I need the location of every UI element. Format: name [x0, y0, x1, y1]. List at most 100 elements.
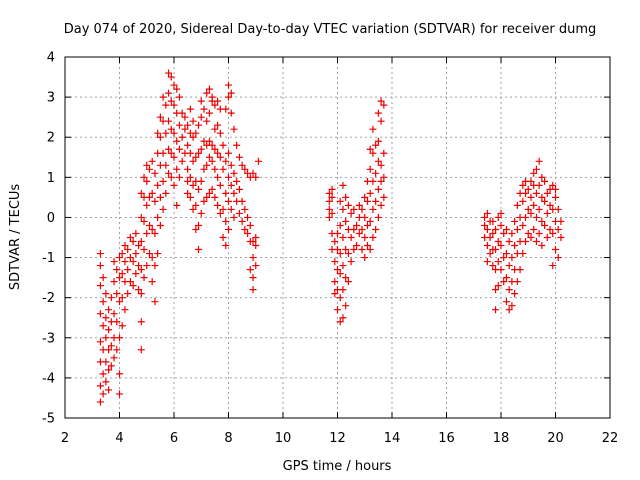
- data-point: [173, 201, 181, 209]
- data-point: [489, 229, 497, 237]
- y-tick-label: -4: [42, 371, 55, 386]
- data-point: [344, 278, 352, 286]
- y-tick-label: -2: [42, 291, 55, 306]
- data-point: [181, 125, 189, 133]
- data-point: [175, 173, 183, 181]
- data-point: [374, 213, 382, 221]
- data-point: [541, 197, 549, 205]
- data-point: [546, 225, 554, 233]
- data-point: [107, 342, 115, 350]
- data-point: [374, 185, 382, 193]
- data-point: [99, 298, 107, 306]
- data-point: [205, 85, 213, 93]
- data-point: [113, 266, 121, 274]
- data-point: [124, 290, 132, 298]
- data-point: [336, 294, 344, 302]
- data-point: [192, 225, 200, 233]
- data-point: [173, 165, 181, 173]
- data-point: [102, 334, 110, 342]
- data-point: [208, 93, 216, 101]
- data-point: [200, 105, 208, 113]
- data-point: [233, 141, 241, 149]
- data-point: [110, 354, 118, 362]
- data-point: [519, 181, 527, 189]
- data-point: [252, 173, 260, 181]
- data-point: [546, 201, 554, 209]
- data-point: [186, 173, 194, 181]
- data-point: [178, 157, 186, 165]
- data-point: [154, 250, 162, 258]
- y-tick-label: -3: [42, 331, 55, 346]
- data-point: [492, 286, 500, 294]
- data-point: [116, 298, 123, 306]
- data-point: [486, 234, 494, 241]
- data-point: [99, 274, 107, 282]
- x-tick-label: 12: [329, 431, 346, 446]
- data-point: [124, 266, 132, 274]
- data-point: [241, 225, 249, 233]
- x-tick-label: 10: [275, 431, 292, 446]
- x-tick-label: 6: [170, 431, 178, 446]
- data-point: [230, 189, 238, 197]
- data-point: [116, 274, 123, 282]
- data-point: [339, 205, 347, 213]
- data-point: [154, 129, 162, 137]
- data-point: [214, 149, 222, 157]
- data-point: [219, 205, 227, 213]
- data-point: [511, 290, 519, 298]
- data-point: [216, 181, 224, 189]
- data-point: [143, 262, 151, 270]
- x-tick-label: 22: [602, 431, 619, 446]
- data-point: [361, 234, 369, 241]
- data-point: [500, 254, 508, 262]
- data-point: [522, 189, 530, 197]
- data-point: [126, 234, 134, 241]
- data-point: [516, 266, 524, 274]
- data-point: [140, 274, 148, 282]
- data-point: [331, 238, 339, 246]
- data-point: [486, 250, 494, 258]
- data-point: [532, 213, 540, 221]
- y-tick-label: -1: [42, 251, 55, 266]
- data-point: [339, 181, 347, 189]
- data-point: [347, 258, 355, 266]
- data-point: [197, 177, 205, 185]
- data-point: [159, 205, 167, 213]
- data-point: [208, 157, 216, 165]
- data-point: [167, 149, 175, 157]
- data-point: [541, 221, 549, 229]
- data-point: [497, 221, 505, 229]
- data-point: [184, 121, 192, 129]
- y-tick-label: 0: [47, 211, 55, 226]
- data-point: [227, 161, 235, 169]
- data-point: [214, 121, 222, 129]
- data-point: [554, 205, 562, 213]
- data-point: [361, 193, 369, 201]
- data-point: [214, 97, 222, 105]
- data-point: [252, 262, 260, 270]
- data-point: [366, 189, 374, 197]
- data-point: [159, 177, 167, 185]
- data-point: [156, 221, 164, 229]
- data-point: [219, 141, 227, 149]
- data-point: [192, 129, 200, 137]
- y-axis: -5 -4 -3 -2 -1 0 1 2 3 4: [42, 51, 610, 427]
- data-point: [508, 229, 516, 237]
- data-point: [246, 266, 254, 274]
- data-point: [342, 217, 350, 225]
- y-tick-label: 3: [47, 91, 55, 106]
- data-point: [96, 382, 104, 390]
- data-point: [189, 181, 197, 189]
- data-point: [225, 81, 232, 89]
- data-point: [328, 193, 336, 201]
- data-point: [189, 157, 197, 165]
- data-point: [135, 242, 143, 250]
- data-point: [222, 242, 230, 250]
- data-point: [137, 213, 145, 221]
- data-point: [129, 258, 137, 266]
- data-point: [538, 173, 546, 181]
- data-point: [211, 101, 219, 109]
- data-point: [167, 73, 175, 81]
- data-point: [336, 318, 344, 326]
- data-point: [366, 217, 374, 225]
